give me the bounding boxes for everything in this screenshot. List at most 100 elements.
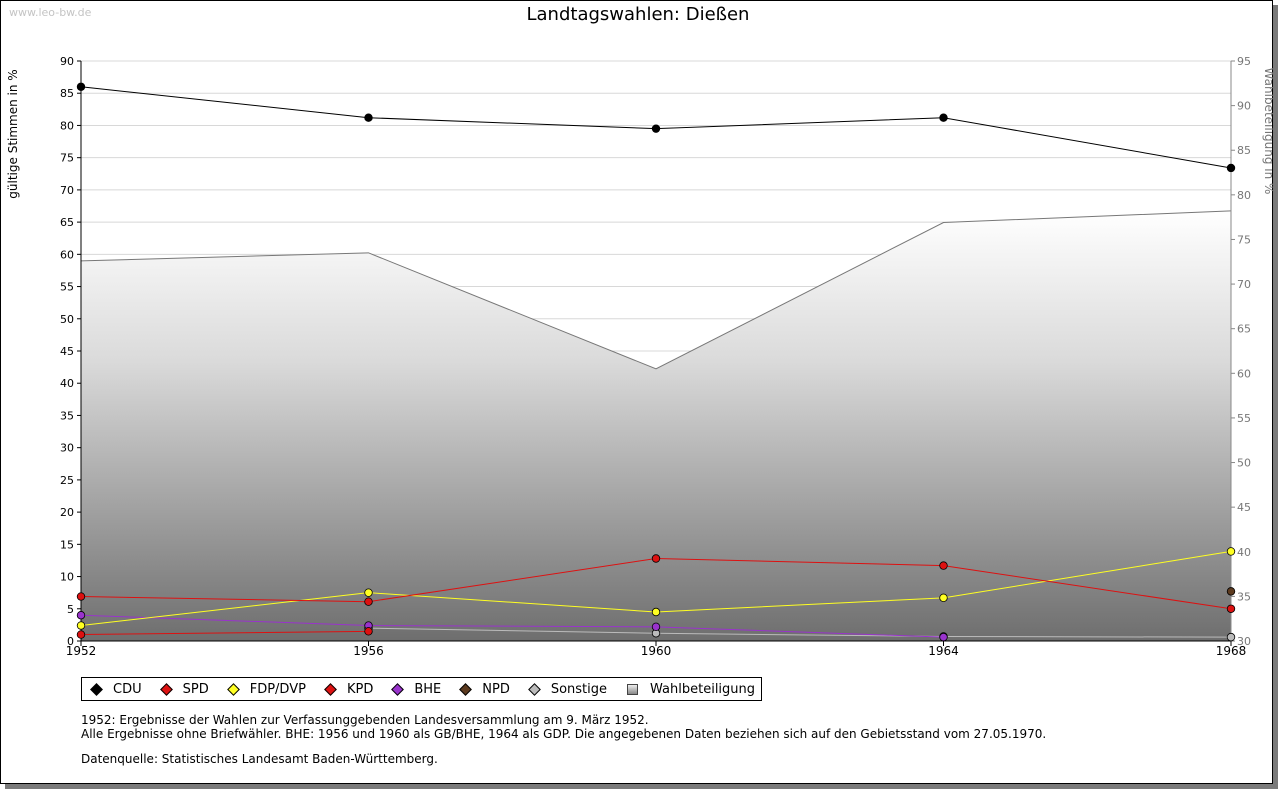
y2-tick-label: 50 — [1237, 457, 1251, 470]
legend-marker-icon — [159, 682, 173, 696]
legend-item: CDU — [86, 682, 142, 697]
legend-label: Sonstige — [550, 681, 608, 697]
series-line-kpd — [80, 630, 369, 636]
chart-svg: 0 5 10 15 20 25 30 35 40 45 50 55 60 65 70 75 80 85 90 30 35… — [6, 55, 1275, 658]
point-bhe — [76, 611, 86, 620]
point-kpd — [364, 627, 373, 636]
point-bhe — [939, 632, 948, 642]
turnout-line — [80, 210, 1232, 370]
legend-item: BHE — [387, 682, 441, 697]
y-tick-label: 45 — [60, 345, 74, 358]
x-tick-label: 1960 — [641, 644, 672, 658]
x-tick-label: 1956 — [353, 644, 384, 658]
y2-tick-label: 70 — [1237, 278, 1251, 291]
y-tick-label: 65 — [60, 216, 74, 229]
series-line-sonstige — [368, 627, 1232, 638]
y2-tick-label: 55 — [1237, 412, 1251, 425]
x-tick-label: 1964 — [928, 644, 959, 658]
legend-label: Wahlbeteiligung — [650, 681, 756, 697]
point-fdpdvp — [1226, 547, 1236, 556]
legend-item: SPD — [156, 682, 209, 697]
legend-marker-icon — [324, 682, 337, 696]
legend-item: FDP/DVP — [223, 682, 306, 697]
chart-title: Landtagswahlen: Dießen — [526, 4, 750, 25]
y2-tick-label: 40 — [1237, 546, 1251, 559]
x-tick-label: 1952 — [66, 644, 97, 658]
note-briefwaehler: Alle Ergebnisse ohne Briefwähler. BHE: 1… — [81, 726, 1047, 741]
y-tick-label: 80 — [60, 119, 74, 132]
footnotes: 1952: Ergebnisse der Wahlen zur Verfassu… — [81, 713, 1047, 767]
y-tick-label: 15 — [60, 538, 74, 551]
legend-marker-icon — [90, 682, 103, 696]
y-tick-label: 70 — [60, 184, 74, 197]
y-tick-label: 60 — [60, 248, 74, 261]
legend-label: KPD — [346, 681, 374, 697]
point-fdpdvp — [651, 607, 661, 617]
point-spd — [76, 592, 86, 601]
legend-label: FDP/DVP — [249, 681, 306, 697]
series-lines — [76, 82, 1236, 642]
legend-marker-icon — [226, 682, 240, 696]
x-tick-label: 1968 — [1216, 644, 1247, 658]
note-source: Datenquelle: Statistisches Landesamt Bad… — [81, 752, 438, 766]
y2-tick-label: 95 — [1237, 55, 1251, 68]
legend-label: BHE — [414, 681, 442, 697]
point-kpd — [76, 630, 86, 639]
legend-area-icon — [627, 683, 639, 695]
y-tick-label: 5 — [67, 603, 74, 616]
y2-axis-label: Wahlbeteiligung in % — [1262, 68, 1275, 195]
point-fdpdvp — [364, 588, 373, 597]
legend-label: SPD — [182, 681, 209, 697]
note-1952: 1952: Ergebnisse der Wahlen zur Verfassu… — [81, 713, 649, 727]
point-cdu — [76, 82, 86, 91]
y2-tick-label: 60 — [1237, 367, 1251, 380]
legend-marker-icon — [527, 682, 541, 696]
y-tick-label: 90 — [60, 55, 74, 68]
legend-marker-icon — [459, 682, 473, 696]
series-line-bhe — [80, 614, 944, 638]
legend-label: CDU — [113, 681, 142, 697]
y-tick-label: 85 — [60, 87, 74, 100]
y-tick-label: 50 — [60, 313, 74, 326]
point-fdpdvp — [76, 621, 86, 630]
turnout-area — [81, 210, 1231, 641]
y-tick-label: 35 — [60, 409, 74, 422]
point-fdpdvp — [939, 593, 948, 603]
point-spd — [364, 597, 373, 606]
point-cdu — [939, 113, 948, 122]
legend-label: NPD — [482, 681, 510, 697]
y2-tick-label: 80 — [1237, 189, 1251, 202]
y2-tick-label: 45 — [1237, 501, 1251, 514]
y-tick-label: 10 — [60, 571, 74, 584]
legend-item: Wahlbeteiligung — [621, 682, 755, 697]
legend-item: KPD — [320, 682, 373, 697]
legend-item: NPD — [455, 682, 510, 697]
point-cdu — [364, 113, 373, 122]
point-npd — [1226, 587, 1236, 596]
y-tick-label: 0 — [67, 635, 74, 648]
axes: 0 5 10 15 20 25 30 35 40 45 50 55 60 65 70 75 80 85 90 30 35… — [60, 55, 1251, 658]
point-bhe — [651, 622, 661, 632]
legend: CDU SPD FDP/DVP KPD BHE NPD Sonstige Wahlbeteil… — [81, 677, 763, 701]
point-spd — [939, 561, 948, 570]
y-tick-label: 30 — [60, 442, 74, 455]
y-axis-label: gültige Stimmen in % — [6, 69, 20, 198]
y-tick-label: 25 — [60, 474, 74, 487]
legend-item: Sonstige — [524, 682, 607, 697]
point-spd — [651, 554, 661, 563]
y-tick-label: 55 — [60, 281, 74, 294]
y2-tick-label: 90 — [1237, 100, 1251, 113]
legend-marker-icon — [391, 682, 405, 696]
point-sonstige — [1226, 632, 1236, 642]
watermark: www.leo-bw.de — [9, 6, 92, 19]
y-tick-label: 20 — [60, 506, 74, 519]
y-tick-label: 75 — [60, 152, 74, 165]
y2-tick-label: 30 — [1237, 635, 1251, 648]
y2-tick-label: 75 — [1237, 233, 1251, 246]
point-spd — [1226, 604, 1236, 613]
y2-tick-label: 85 — [1237, 144, 1251, 157]
y-tick-label: 40 — [60, 377, 74, 390]
point-cdu — [651, 124, 661, 133]
point-cdu — [1226, 163, 1236, 173]
